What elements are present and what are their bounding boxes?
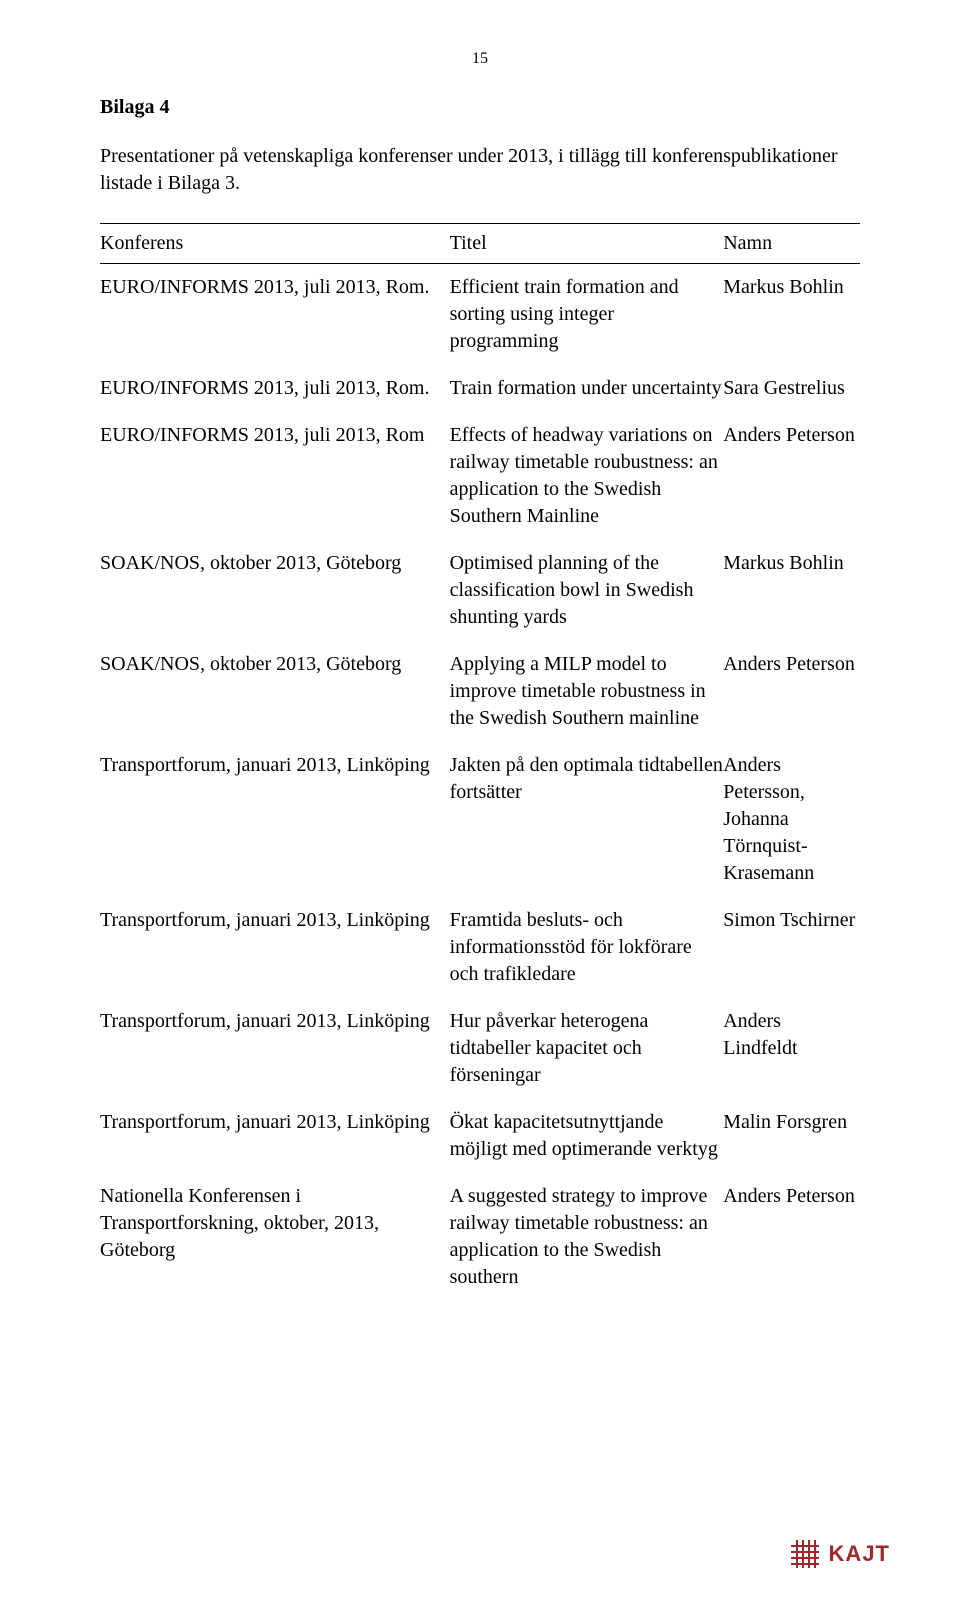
table-row: Transportforum, januari 2013, Linköping … <box>100 1099 860 1173</box>
cell-conference: SOAK/NOS, oktober 2013, Göteborg <box>100 540 450 641</box>
page-number: 15 <box>100 50 860 68</box>
appendix-heading: Bilaga 4 <box>100 96 860 119</box>
cell-conference: EURO/INFORMS 2013, juli 2013, Rom <box>100 412 450 540</box>
cell-name: Malin Forsgren <box>723 1099 860 1173</box>
table-row: Transportforum, januari 2013, Linköping … <box>100 742 860 897</box>
cell-name: Simon Tschirner <box>723 897 860 998</box>
col-header-name: Namn <box>723 224 860 264</box>
cell-title: A suggested strategy to improve railway … <box>450 1173 724 1301</box>
cell-name: Sara Gestrelius <box>723 365 860 412</box>
cell-title: Ökat kapacitetsutnyttjande möjligt med o… <box>450 1099 724 1173</box>
cell-name: Markus Bohlin <box>723 264 860 366</box>
cell-conference: Nationella Konferensen i Transportforskn… <box>100 1173 450 1301</box>
table-header-row: Konferens Titel Namn <box>100 224 860 264</box>
table-row: SOAK/NOS, oktober 2013, Göteborg Optimis… <box>100 540 860 641</box>
cell-name: Anders Petersson, Johanna Törnquist-Kras… <box>723 742 860 897</box>
logo-text: KAJT <box>829 1541 890 1567</box>
table-row: Transportforum, januari 2013, Linköping … <box>100 998 860 1099</box>
cell-conference: Transportforum, januari 2013, Linköping <box>100 897 450 998</box>
cell-name: Anders Peterson <box>723 1173 860 1301</box>
table-row: Nationella Konferensen i Transportforskn… <box>100 1173 860 1301</box>
cell-name: Anders Peterson <box>723 412 860 540</box>
cell-title: Train formation under uncertainty <box>450 365 724 412</box>
cell-name: Markus Bohlin <box>723 540 860 641</box>
cell-name: Anders Peterson <box>723 641 860 742</box>
table-row: EURO/INFORMS 2013, juli 2013, Rom. Effic… <box>100 264 860 366</box>
table-row: EURO/INFORMS 2013, juli 2013, Rom Effect… <box>100 412 860 540</box>
cell-title: Efficient train formation and sorting us… <box>450 264 724 366</box>
table-row: SOAK/NOS, oktober 2013, Göteborg Applyin… <box>100 641 860 742</box>
cell-title: Effects of headway variations on railway… <box>450 412 724 540</box>
cell-title: Framtida besluts- och informationsstöd f… <box>450 897 724 998</box>
cell-conference: EURO/INFORMS 2013, juli 2013, Rom. <box>100 264 450 366</box>
kajt-logo: KAJT <box>787 1536 890 1572</box>
table-row: Transportforum, januari 2013, Linköping … <box>100 897 860 998</box>
cell-conference: Transportforum, januari 2013, Linköping <box>100 998 450 1099</box>
cell-title: Optimised planning of the classification… <box>450 540 724 641</box>
col-header-title: Titel <box>450 224 724 264</box>
cell-title: Applying a MILP model to improve timetab… <box>450 641 724 742</box>
cell-conference: SOAK/NOS, oktober 2013, Göteborg <box>100 641 450 742</box>
presentations-table: Konferens Titel Namn EURO/INFORMS 2013, … <box>100 223 860 1301</box>
cell-conference: EURO/INFORMS 2013, juli 2013, Rom. <box>100 365 450 412</box>
cell-title: Jakten på den optimala tidtabellen forts… <box>450 742 724 897</box>
col-header-conference: Konferens <box>100 224 450 264</box>
intro-paragraph: Presentationer på vetenskapliga konferen… <box>100 143 860 197</box>
cell-name: Anders Lindfeldt <box>723 998 860 1099</box>
table-row: EURO/INFORMS 2013, juli 2013, Rom. Train… <box>100 365 860 412</box>
cell-conference: Transportforum, januari 2013, Linköping <box>100 1099 450 1173</box>
cell-title: Hur påverkar heterogena tidtabeller kapa… <box>450 998 724 1099</box>
hash-icon <box>787 1536 823 1572</box>
cell-conference: Transportforum, januari 2013, Linköping <box>100 742 450 897</box>
